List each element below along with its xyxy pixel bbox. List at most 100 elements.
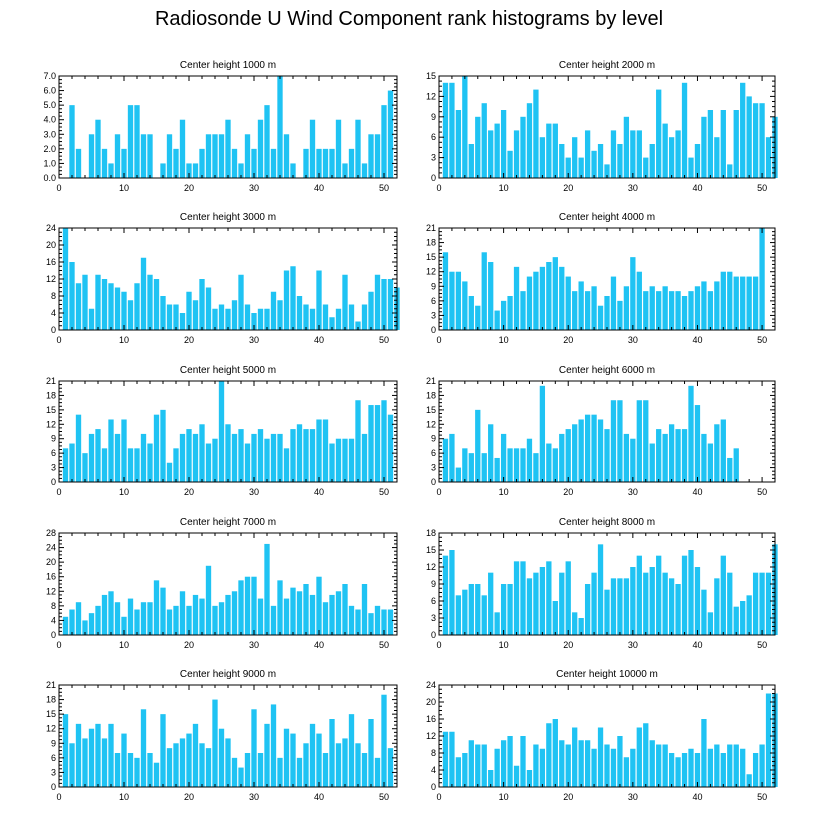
histogram-bar xyxy=(309,429,316,482)
histogram-bar xyxy=(114,753,121,787)
histogram-bar xyxy=(701,589,707,635)
histogram-bar xyxy=(277,76,283,178)
y-tick-label: 21 xyxy=(46,376,56,386)
histogram-bar xyxy=(584,740,591,787)
histogram-bar xyxy=(166,304,173,330)
histogram-bar xyxy=(225,308,231,330)
histogram-bar xyxy=(309,723,316,787)
histogram-bar xyxy=(88,134,95,178)
histogram-bar xyxy=(591,572,597,635)
histogram-bar xyxy=(160,296,166,330)
histogram-bar xyxy=(192,723,199,787)
histogram-bar xyxy=(257,598,264,635)
x-tick-label: 20 xyxy=(563,792,573,802)
histogram-bar xyxy=(533,89,539,178)
histogram-bar xyxy=(500,740,507,787)
histogram-bar xyxy=(643,291,649,330)
histogram-bar xyxy=(688,385,694,482)
y-tick-label: 8 xyxy=(51,291,56,301)
histogram-bar xyxy=(264,105,270,178)
histogram-bar xyxy=(701,719,707,787)
y-tick-label: 6.0 xyxy=(43,86,56,96)
histogram-bar xyxy=(559,572,565,635)
y-tick-label: 3 xyxy=(431,153,436,163)
histogram-bar xyxy=(481,453,487,482)
histogram-bar xyxy=(623,116,630,178)
histogram-bar xyxy=(449,271,455,330)
histogram-bar xyxy=(668,578,675,635)
histogram-bar xyxy=(733,448,739,482)
histogram-bar xyxy=(160,409,166,482)
histogram-bar xyxy=(147,443,153,482)
histogram-bar xyxy=(225,424,231,482)
histogram-bar xyxy=(636,271,642,330)
y-tick-label: 12 xyxy=(426,267,436,277)
y-tick-label: 4 xyxy=(51,308,56,318)
histogram-bar xyxy=(309,308,316,330)
histogram-bar xyxy=(449,82,455,178)
histogram-bar xyxy=(277,300,283,330)
histogram-bar xyxy=(565,561,571,635)
histogram-bar xyxy=(546,262,552,330)
histogram-bar xyxy=(681,753,688,787)
histogram-bar xyxy=(225,594,231,635)
histogram-bar xyxy=(513,448,520,482)
histogram-bar xyxy=(244,304,251,330)
histogram-bar xyxy=(387,279,394,330)
histogram-bar xyxy=(591,414,597,482)
histogram-bar xyxy=(604,164,610,178)
histogram-bar xyxy=(733,606,739,635)
histogram-bar xyxy=(309,594,316,635)
histogram-bar xyxy=(101,738,108,787)
histogram-bar xyxy=(134,609,140,635)
y-tick-label: 16 xyxy=(46,257,56,267)
panel-title: Center height 1000 m xyxy=(180,60,276,71)
histogram-bar xyxy=(494,612,500,635)
histogram-bar xyxy=(597,144,604,178)
histogram-bar xyxy=(442,555,449,635)
histogram-bar xyxy=(591,286,597,330)
histogram-bar xyxy=(604,744,610,787)
histogram-bar xyxy=(520,448,526,482)
y-tick-label: 8 xyxy=(51,601,56,611)
histogram-bar xyxy=(507,296,513,330)
histogram-bar xyxy=(361,163,368,178)
histogram-panel: Center height 7000 m 0 4 8 12 16 20 24 28 0 10 20 30… xyxy=(46,517,398,650)
histogram-bar xyxy=(740,748,746,787)
histogram-bar xyxy=(468,144,474,178)
histogram-bar xyxy=(539,266,546,330)
histogram-bar xyxy=(257,429,264,482)
histogram-bar xyxy=(727,164,733,178)
x-tick-label: 40 xyxy=(314,183,324,193)
y-tick-label: 20 xyxy=(46,557,56,567)
histogram-bar xyxy=(140,602,147,635)
x-tick-label: 20 xyxy=(563,640,573,650)
histogram-bar xyxy=(127,753,134,787)
histogram-bar xyxy=(88,613,95,635)
x-tick-label: 30 xyxy=(249,792,259,802)
histogram-bar xyxy=(316,419,322,482)
y-tick-label: 0 xyxy=(431,630,436,640)
y-tick-label: 4 xyxy=(51,615,56,625)
histogram-bar xyxy=(342,438,348,482)
histogram-bar xyxy=(733,110,739,178)
histogram-bar xyxy=(88,433,95,482)
y-tick-label: 9 xyxy=(431,112,436,122)
histogram-bar xyxy=(62,448,69,482)
histogram-bar xyxy=(565,429,571,482)
histogram-bar xyxy=(231,300,238,330)
histogram-bar xyxy=(342,738,348,787)
histogram-bar xyxy=(539,137,546,178)
histogram-bar xyxy=(572,612,578,635)
histogram-bar xyxy=(694,144,701,178)
histogram-bar xyxy=(368,134,374,178)
histogram-bar xyxy=(740,601,746,635)
panel-title: Center height 9000 m xyxy=(180,669,276,680)
histogram-bar xyxy=(212,438,218,482)
y-tick-label: 12 xyxy=(426,91,436,101)
histogram-bar xyxy=(283,598,290,635)
y-tick-label: 15 xyxy=(46,405,56,415)
histogram-bar xyxy=(205,134,212,178)
histogram-bar xyxy=(694,405,701,482)
